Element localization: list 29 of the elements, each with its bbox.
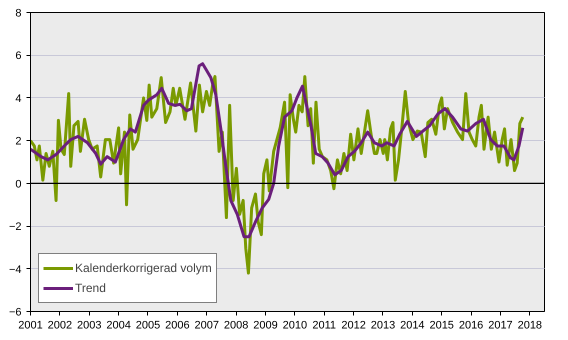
y-tick-label: 4 <box>15 92 22 105</box>
y-tick-label: 0 <box>15 178 22 190</box>
x-tick-label: 2017 <box>488 320 513 332</box>
y-tick-label: −2 <box>8 221 22 234</box>
x-tick-label: 2009 <box>253 320 278 332</box>
y-tick-label: 8 <box>15 8 22 20</box>
y-tick-label: −4 <box>8 264 22 276</box>
x-tick-label: 2007 <box>194 320 219 332</box>
x-tick-label: 2014 <box>400 320 425 332</box>
x-tick-label: 2008 <box>224 320 248 332</box>
y-tick-label: −6 <box>8 306 22 318</box>
x-tick-label: 2016 <box>458 320 484 332</box>
line-series <box>30 62 524 238</box>
x-tick-label: 2012 <box>341 320 366 332</box>
x-tick-label: 2011 <box>312 320 336 332</box>
legend-label: Kalenderkorrigerad volym <box>75 261 212 275</box>
x-tick-label: 2002 <box>48 320 72 332</box>
x-tick-label: 2015 <box>429 320 454 332</box>
x-tick-label: 2013 <box>370 320 396 332</box>
x-tick-label: 2005 <box>136 320 160 332</box>
x-tick-label: 2003 <box>77 320 102 332</box>
x-tick-label: 2006 <box>165 320 190 332</box>
x-tick-label: 2004 <box>106 320 131 332</box>
x-tick-label: 2018 <box>518 320 542 332</box>
legend-label: Trend <box>75 281 106 295</box>
x-tick-label: 2010 <box>282 320 308 332</box>
y-tick-label: 2 <box>15 136 22 148</box>
x-tick-label: 2001 <box>18 320 43 332</box>
y-tick-label: 6 <box>15 50 22 62</box>
